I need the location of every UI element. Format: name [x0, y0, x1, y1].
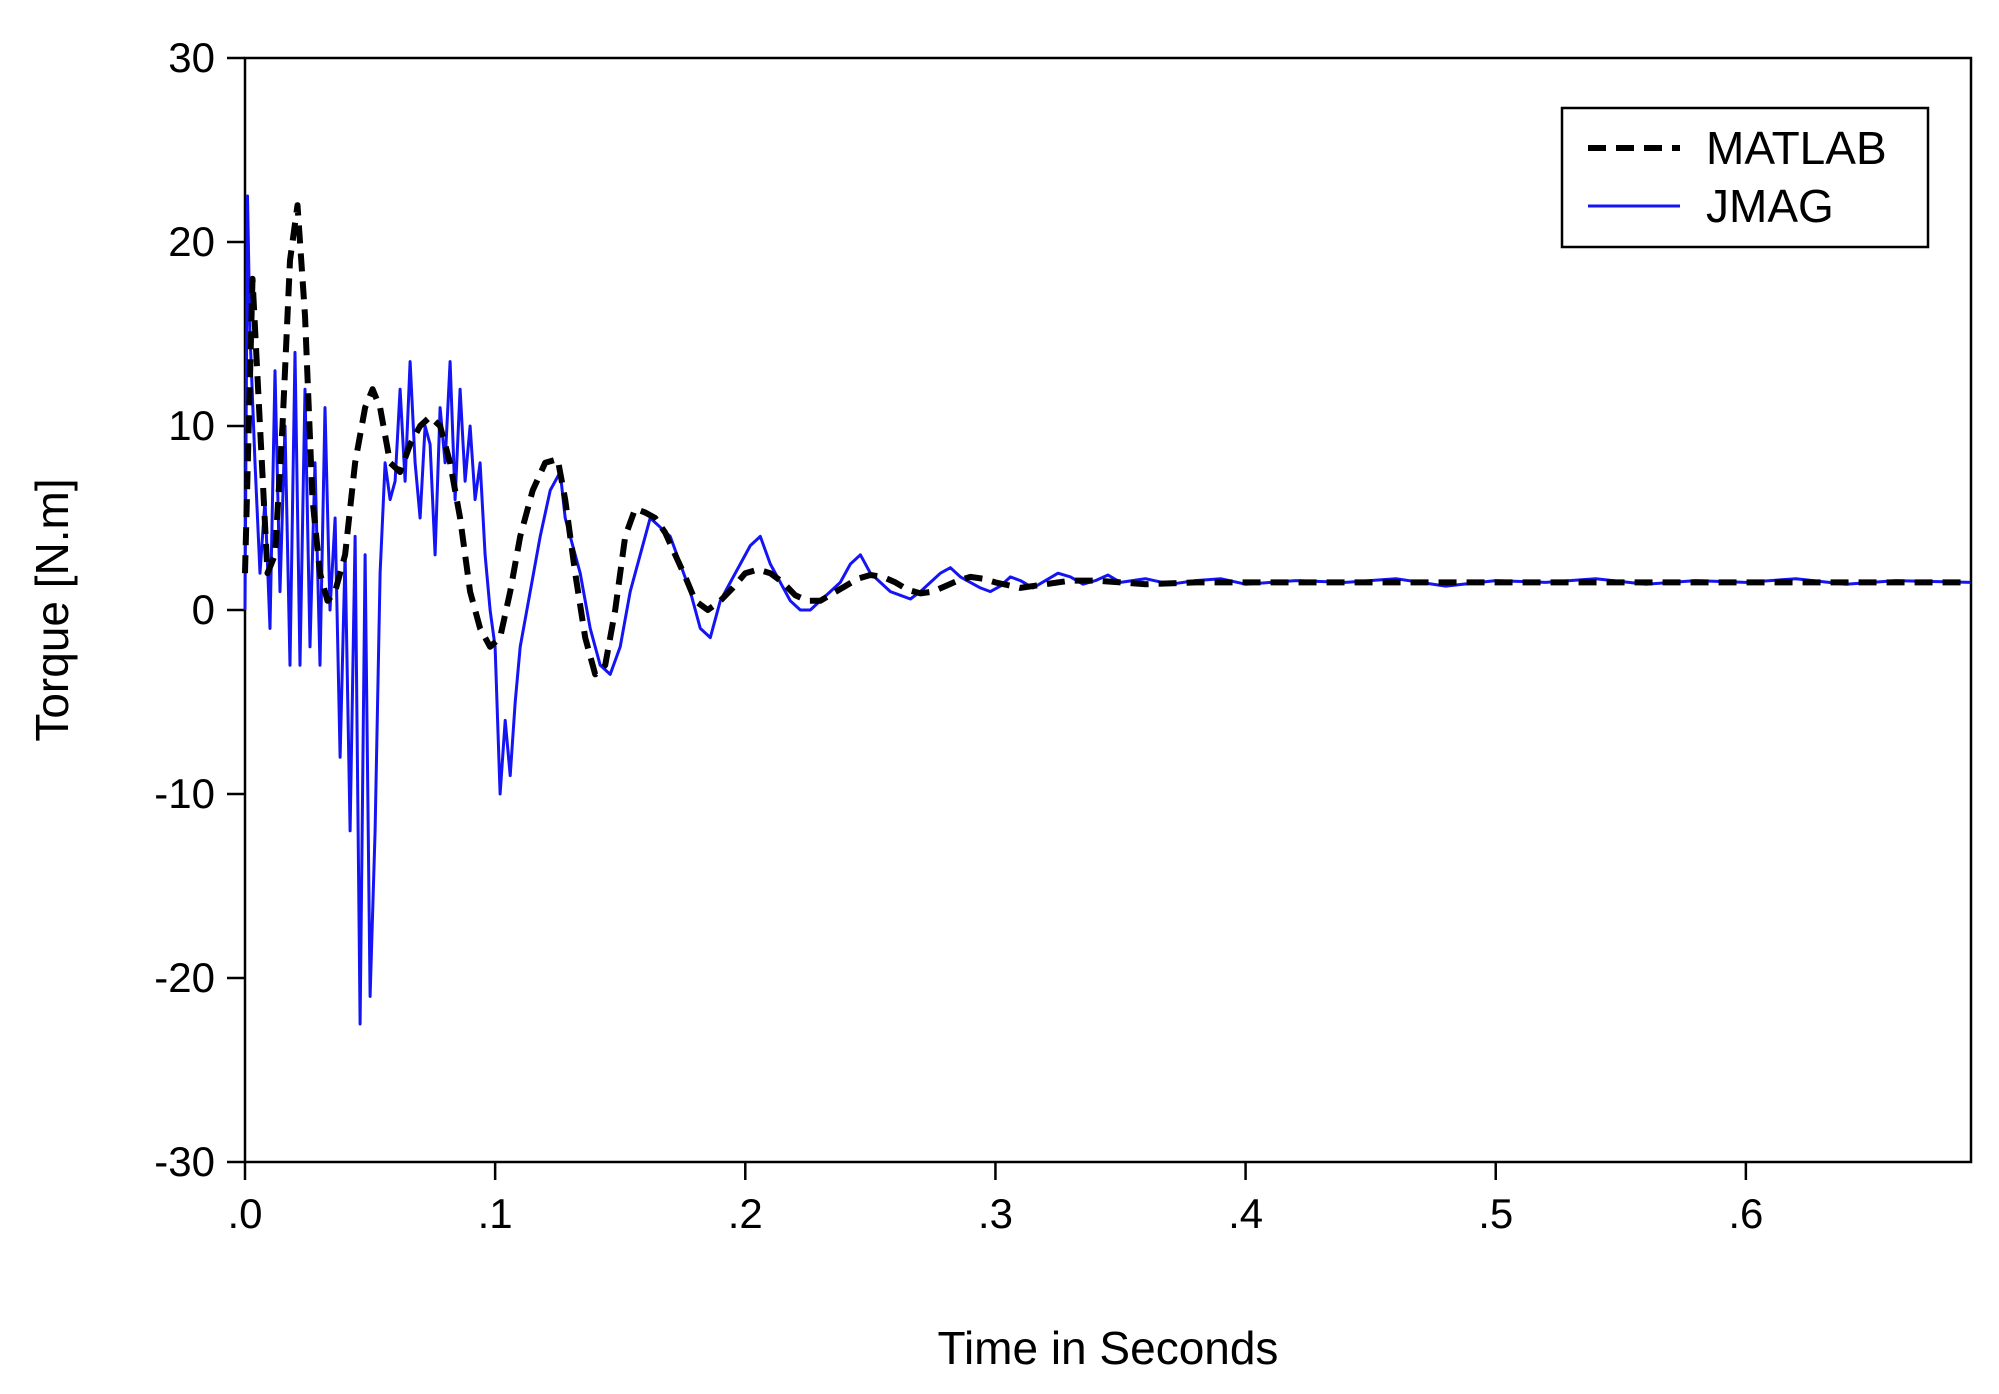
y-tick-label: 20 [168, 218, 215, 265]
y-tick-label: -30 [154, 1138, 215, 1185]
y-axis-title: Torque [N.m] [26, 478, 78, 741]
series-line-matlab [242, 202, 1971, 678]
legend-label-jmag: JMAG [1706, 180, 1834, 232]
y-tick-label: 0 [192, 586, 215, 633]
y-tick-label: 10 [168, 402, 215, 449]
y-tick-label: 30 [168, 34, 215, 81]
x-axis: .0 .1 .2 .3 .4 .5 .6 [227, 1162, 1763, 1237]
y-tick-label: -20 [154, 954, 215, 1001]
legend-box [1560, 106, 1930, 249]
legend-label-matlab: MATLAB [1706, 122, 1887, 174]
x-tick-label: .4 [1228, 1190, 1263, 1237]
x-tick-label: .5 [1478, 1190, 1513, 1237]
series-line-jmag [243, 194, 1972, 1026]
y-tick-label: -10 [154, 770, 215, 817]
x-tick-label: .2 [728, 1190, 763, 1237]
x-axis-title: Time in Seconds [938, 1322, 1279, 1374]
x-tick-label: .6 [1728, 1190, 1763, 1237]
legend: MATLAB JMAG [1560, 106, 1930, 249]
series-layer [242, 194, 1972, 1026]
x-tick-label: .0 [227, 1190, 262, 1237]
x-tick-label: .1 [478, 1190, 513, 1237]
y-axis: 30 20 10 0 -10 -20 -30 [154, 34, 245, 1185]
x-tick-label: .3 [978, 1190, 1013, 1237]
